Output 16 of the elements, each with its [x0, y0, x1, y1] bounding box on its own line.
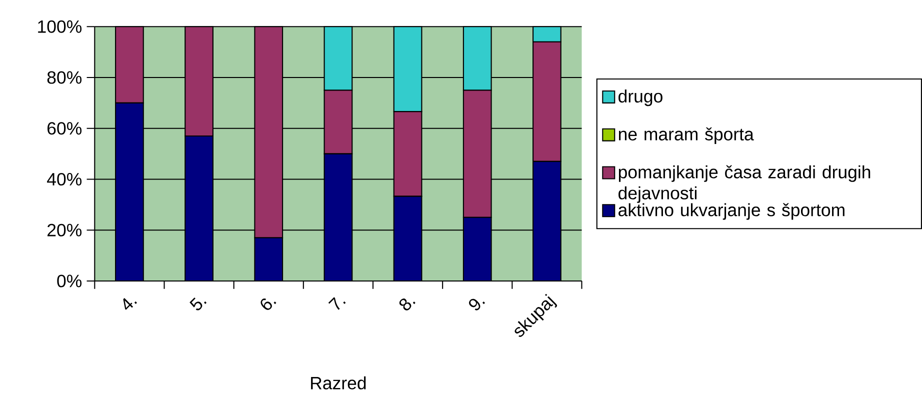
x-tick-label: 5.	[190, 297, 207, 310]
legend-label: drugo	[618, 89, 662, 106]
y-tick-label: 80%	[47, 71, 82, 84]
x-tick-label: 9.	[469, 298, 485, 310]
y-tick-label: 100%	[38, 20, 82, 33]
x-tick-label: 4.	[123, 298, 137, 310]
y-tick-label: 0%	[57, 274, 82, 288]
legend-label: aktivno ukvarjanje s športom	[618, 203, 844, 220]
x-tick-label: 6.	[260, 298, 276, 310]
x-tick-label: 8.	[399, 298, 416, 310]
legend-label: ne maram športa	[618, 127, 754, 144]
x-tick-label: 7.	[328, 297, 346, 310]
y-tick-label: 20%	[48, 224, 82, 236]
y-tick-label: 40%	[47, 172, 82, 186]
x-axis-title: Razred	[311, 376, 366, 390]
y-tick-label: 60%	[48, 122, 82, 135]
